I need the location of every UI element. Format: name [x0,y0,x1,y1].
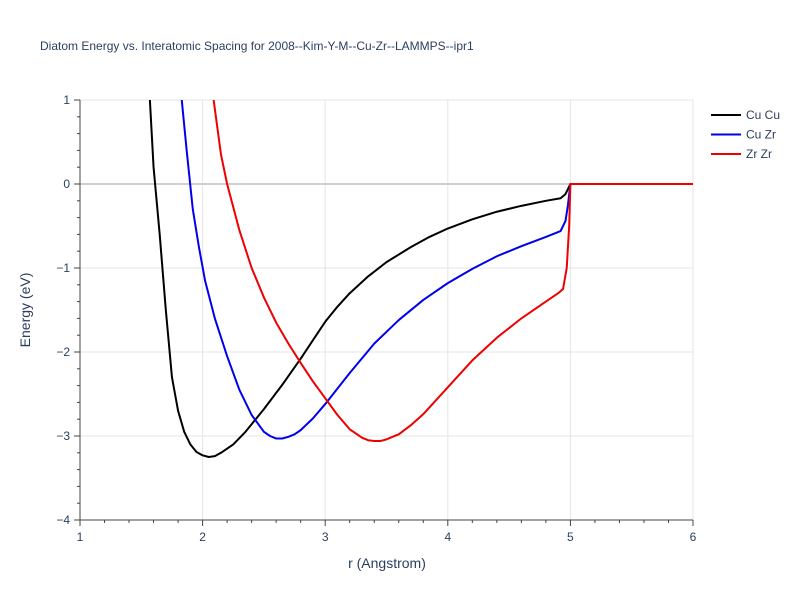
x-tick-label: 5 [567,530,574,544]
legend-label: Cu Zr [746,128,776,142]
x-axis-title: r (Angstrom) [348,555,426,571]
y-axis-title: Energy (eV) [17,273,33,348]
legend-item-cu-zr[interactable]: Cu Zr [711,128,776,142]
legend-item-cu-cu[interactable]: Cu Cu [711,108,780,122]
chart-title: Diatom Energy vs. Interatomic Spacing fo… [40,39,474,53]
y-tick-label: 1 [63,93,70,107]
legend-label: Cu Cu [746,108,780,122]
legend-item-zr-zr[interactable]: Zr Zr [711,147,772,161]
series-line-cu-zr [180,100,693,440]
y-tick-label: −1 [56,261,70,275]
x-tick-label: 4 [444,530,451,544]
series-line-cu-cu [148,100,693,458]
x-tick-label: 6 [690,530,697,544]
axes: 1 2 3 4 5 6 −4 −3 −2 −1 0 1 [56,93,696,544]
x-tick-label: 3 [322,530,329,544]
x-tick-label: 1 [77,530,84,544]
series-line-zr-zr [212,100,693,443]
y-tick-label: −2 [56,345,70,359]
y-tick-label: 0 [63,177,70,191]
series-lines [148,100,693,458]
y-tick-label: −4 [56,513,70,527]
legend-label: Zr Zr [746,147,772,161]
y-tick-label: −3 [56,429,70,443]
x-tick-label: 2 [199,530,206,544]
legend[interactable]: Cu Cu Cu Zr Zr Zr [711,108,780,161]
